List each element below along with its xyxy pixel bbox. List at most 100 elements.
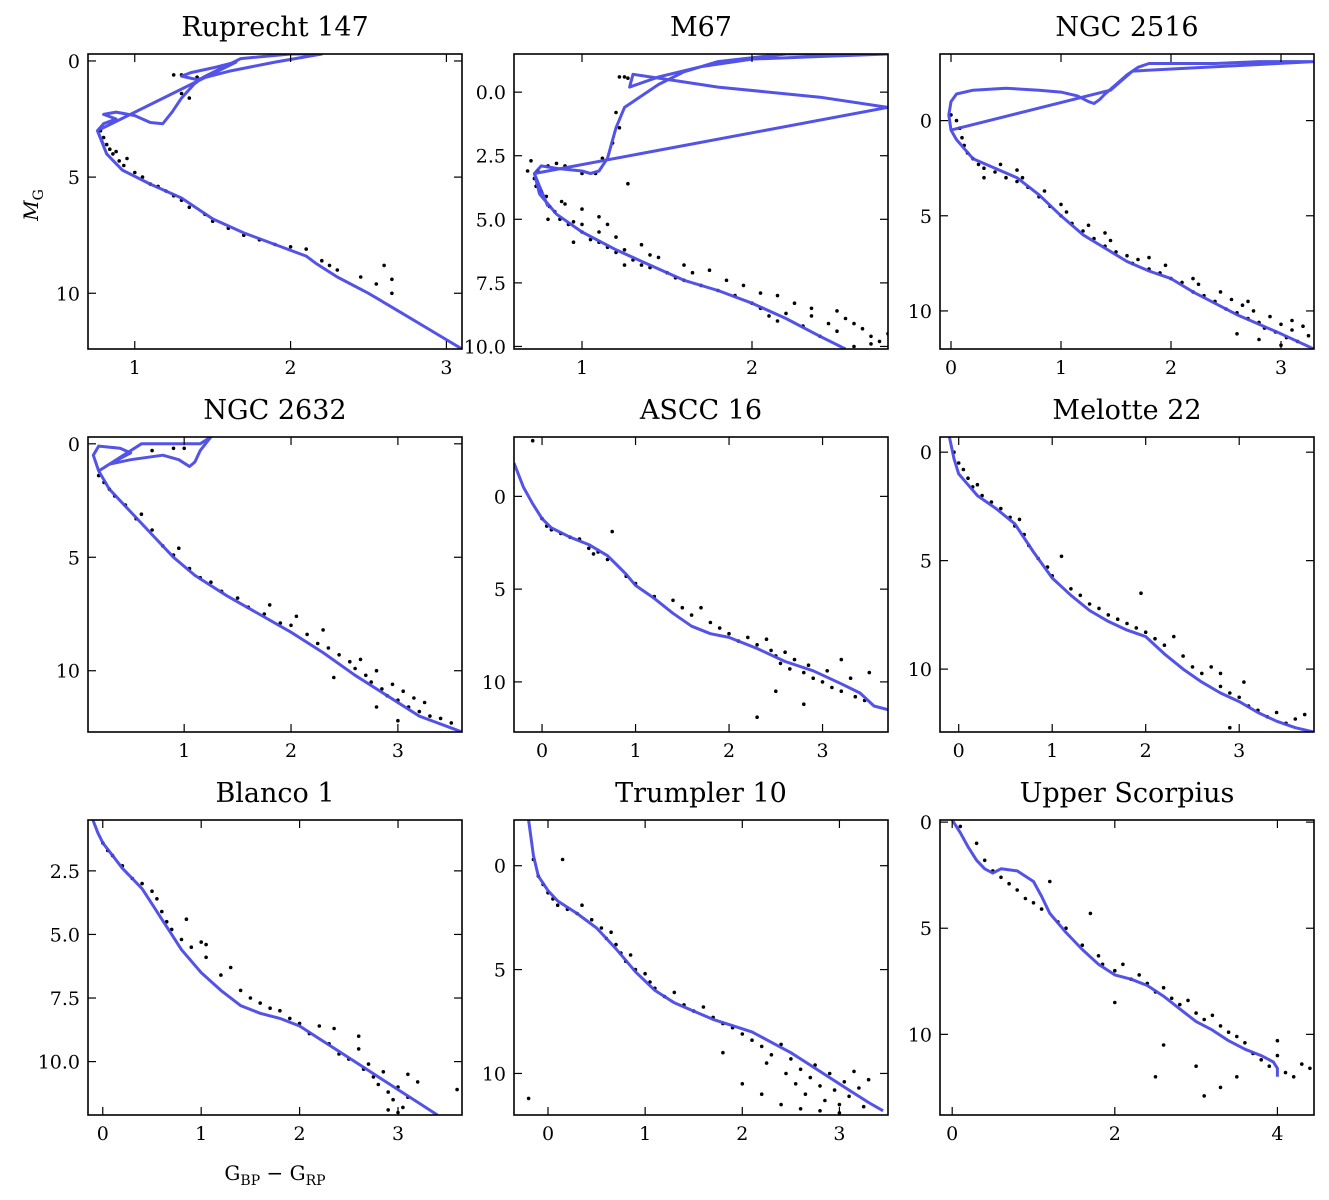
star-point (699, 605, 703, 610)
y-tick-label: 10 (56, 283, 80, 305)
star-point (1235, 1075, 1239, 1079)
star-point (587, 546, 591, 551)
y-tick-label: 10 (908, 1024, 932, 1046)
x-tick-label: 1 (1055, 357, 1067, 379)
star-point (1275, 1038, 1280, 1043)
star-point (1279, 322, 1283, 327)
star-point (369, 680, 374, 684)
star-point (617, 75, 622, 79)
star-point (525, 169, 530, 173)
star-point (358, 275, 363, 279)
panel-blanco-1: Blanco 1 0 1 2 3 2.5 5.0 7.5 10.0 (38, 778, 463, 1145)
x-tick-label: 0 (945, 357, 957, 379)
panel-title: Blanco 1 (215, 778, 334, 809)
star-point (727, 631, 731, 636)
isochrone-line (95, 54, 462, 349)
y-tick-label: 10 (908, 301, 932, 323)
x-tick-label: 2 (723, 740, 735, 762)
star-point (1078, 593, 1083, 598)
panel-title: M67 (670, 12, 732, 43)
star-point (1291, 1075, 1296, 1079)
axes-frame (513, 819, 889, 1116)
star-point (390, 277, 394, 282)
star-point (114, 149, 118, 154)
star-point (802, 702, 806, 706)
x-tick-label: 2 (294, 1123, 306, 1145)
star-point (852, 1069, 856, 1074)
axes-frame (513, 436, 889, 733)
plot-area (950, 820, 1312, 1098)
x-tick-label: 1 (576, 357, 588, 379)
star-point (826, 321, 831, 326)
star-point (869, 334, 873, 339)
star-point (614, 110, 618, 115)
star-point (597, 230, 601, 234)
y-tick-label: 10 (482, 1063, 506, 1085)
star-point (792, 301, 797, 306)
star-point (374, 668, 379, 673)
star-point (327, 263, 332, 268)
star-point (750, 1038, 754, 1042)
star-point (1202, 1017, 1206, 1022)
star-point (591, 552, 596, 556)
star-point (204, 955, 208, 960)
panel-title: ASCC 16 (639, 395, 762, 426)
x-axis-label: GBP − GRP (224, 1161, 325, 1189)
star-point (1121, 962, 1125, 967)
star-point (839, 689, 844, 693)
star-point (278, 1008, 282, 1013)
star-point (614, 942, 618, 947)
star-point (999, 506, 1003, 511)
star-point (1235, 332, 1239, 336)
x-tick-label: 1 (639, 1123, 651, 1145)
star-point (150, 528, 154, 532)
star-point (177, 546, 181, 550)
star-point (1020, 175, 1025, 180)
star-point (455, 1087, 459, 1092)
star-point (390, 291, 394, 296)
star-point (1015, 179, 1019, 184)
star-point (755, 715, 759, 719)
x-tick-label: 3 (833, 1123, 845, 1145)
star-point (179, 937, 184, 942)
star-point (555, 903, 560, 907)
star-point (401, 1105, 405, 1110)
star-point (1202, 1094, 1206, 1098)
panel-trumpler-10: Trumpler 10 0 1 2 3 0 5 10 (482, 778, 889, 1145)
star-point (954, 118, 959, 123)
star-point (315, 641, 320, 646)
star-point (588, 237, 593, 242)
y-tick-label: 2.5 (476, 146, 506, 168)
star-point (802, 670, 806, 675)
star-point (386, 1090, 391, 1094)
star-point (758, 291, 763, 295)
x-tick-label: 3 (440, 357, 452, 379)
star-point (289, 623, 293, 628)
star-point (184, 917, 189, 921)
x-tick-label: 2 (746, 357, 758, 379)
star-points (98, 73, 394, 296)
star-point (639, 242, 644, 247)
star-point (1039, 907, 1044, 911)
isochrone-line (947, 60, 1314, 349)
panel-ascc-16: ASCC 16 0 1 2 3 0 5 10 (482, 395, 889, 762)
star-point (837, 1102, 842, 1107)
star-point (671, 598, 675, 603)
star-points (949, 113, 1311, 348)
star-point (999, 875, 1003, 880)
y-tick-label: 0 (920, 812, 932, 834)
panel-title: Trumpler 10 (615, 778, 787, 809)
star-point (721, 1050, 725, 1055)
star-point (1246, 299, 1250, 304)
star-point (101, 135, 106, 140)
star-point (150, 448, 154, 453)
star-point (626, 76, 630, 80)
star-point (1290, 318, 1294, 323)
star-point (639, 263, 644, 267)
panel-melotte-22: Melotte 22 0 1 2 3 0 5 10 (908, 395, 1315, 762)
star-point (321, 628, 325, 632)
star-point (382, 263, 386, 268)
star-points (958, 824, 1312, 1098)
star-point (866, 1077, 871, 1082)
